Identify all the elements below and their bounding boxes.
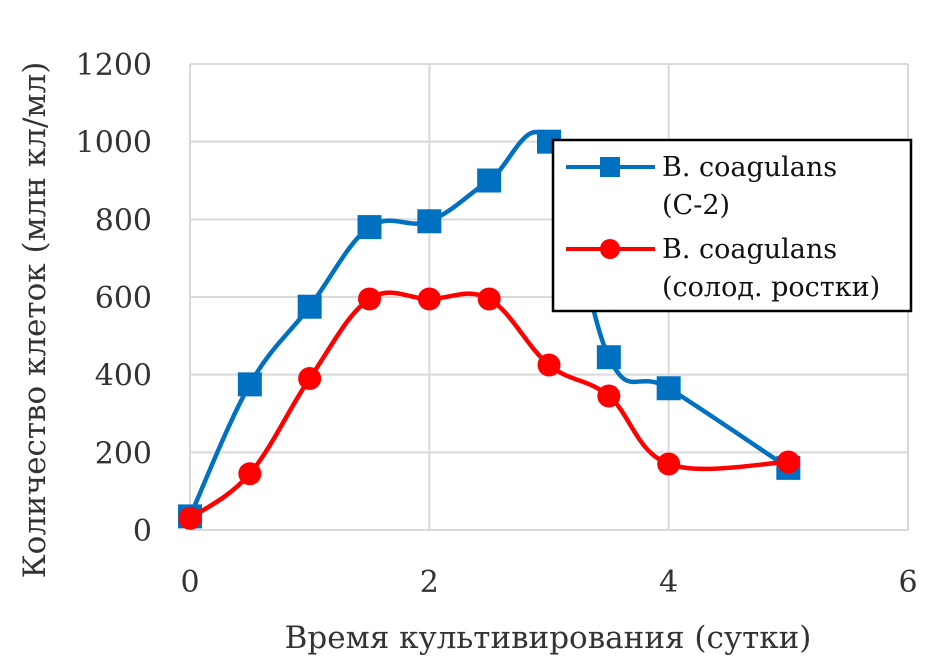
legend: B. coagulans (С-2) B. coagulans (солод. … (551, 138, 913, 313)
series-2-line (187, 290, 791, 521)
legend-marker-series-1 (600, 157, 620, 177)
series-2-point (238, 462, 262, 486)
y-tick-label: 1200 (76, 48, 152, 83)
y-tick-label: 600 (95, 281, 152, 316)
x-tick-label: 2 (420, 565, 439, 600)
series-2-point (776, 450, 800, 474)
series-2-point (298, 367, 322, 391)
series-2-point (537, 353, 561, 377)
series-1-point (237, 372, 262, 397)
series-1-point (477, 168, 502, 193)
series-1-point (297, 294, 322, 319)
legend-label-series-1-line-2: (С-2) (662, 190, 730, 221)
x-tick-label: 4 (659, 565, 678, 600)
y-axis-title: Количество клеток (млн кл/мл) (17, 62, 53, 579)
legend-label-series-2-line-2: (солод. ростки) (662, 272, 880, 303)
legend-marker-series-2 (600, 239, 620, 259)
series-2-point (417, 287, 441, 311)
series-1-point (417, 209, 442, 234)
y-tick-label: 1000 (76, 126, 152, 161)
series-1-point (357, 215, 382, 240)
series-1-point (656, 376, 681, 401)
x-tick-label: 6 (898, 565, 917, 600)
y-axis-tick-labels: 0 200 400 600 800 1000 1200 (76, 48, 152, 549)
series-2-point (178, 506, 202, 530)
y-tick-label: 200 (95, 436, 152, 471)
y-tick-label: 400 (95, 359, 152, 394)
x-axis-tick-labels: 0 2 4 6 (180, 565, 917, 600)
y-tick-label: 0 (133, 514, 152, 549)
x-tick-label: 0 (180, 565, 199, 600)
series-group (178, 129, 801, 530)
series-2-point (477, 287, 501, 311)
series-2-point (597, 384, 621, 408)
series-2-point (358, 287, 381, 311)
series-1-point (596, 345, 621, 370)
y-tick-label: 800 (95, 203, 152, 238)
legend-label-series-1-line-1: B. coagulans (662, 152, 837, 183)
series-2-point (657, 452, 681, 476)
x-axis-title: Время культивирования (сутки) (285, 620, 812, 656)
legend-label-series-2-line-1: B. coagulans (662, 234, 837, 265)
